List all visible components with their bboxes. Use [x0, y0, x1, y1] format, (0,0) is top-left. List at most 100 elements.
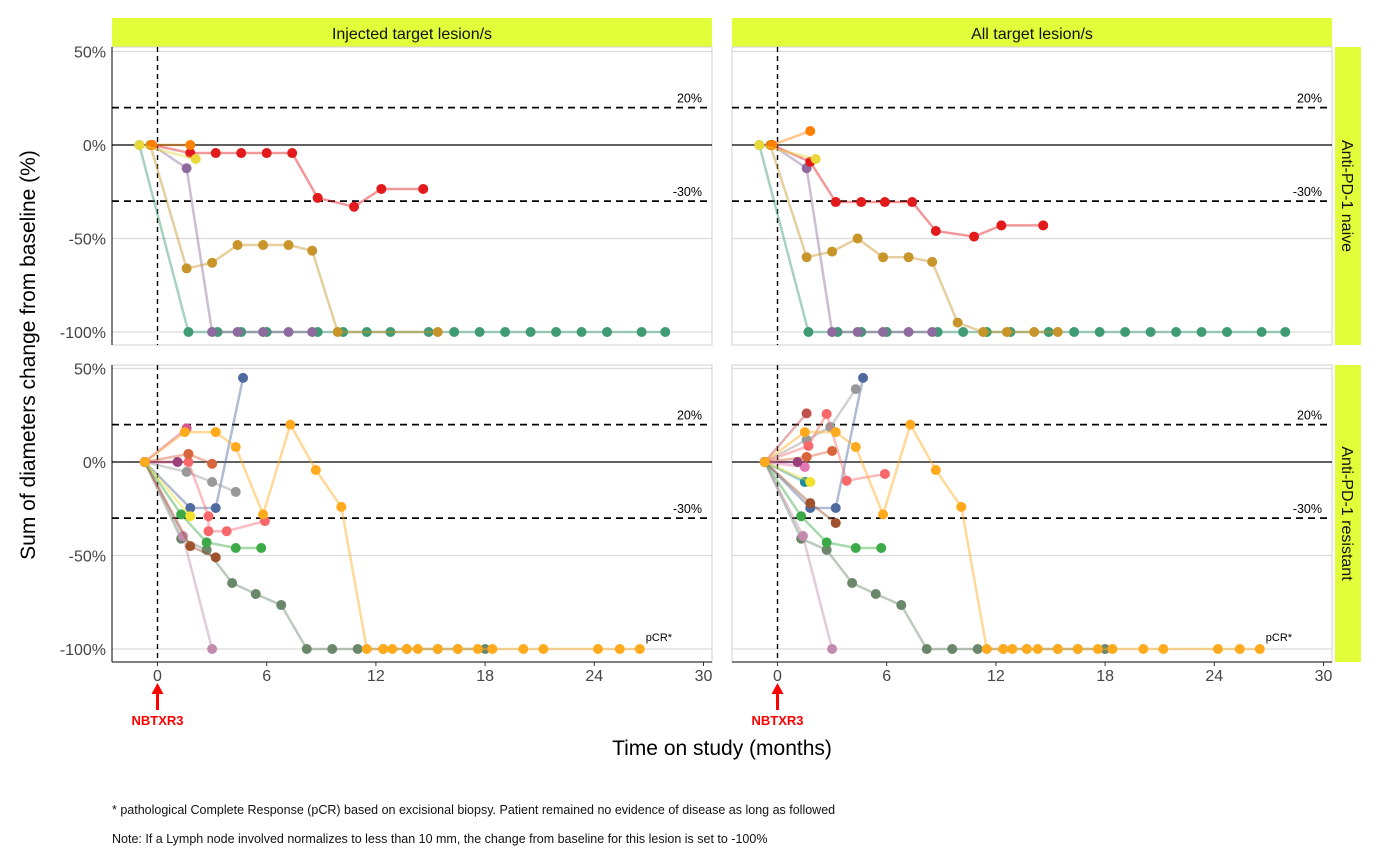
data-point — [1107, 644, 1118, 654]
data-point — [452, 644, 463, 654]
row-strip-label: Anti-PD-1 resistant — [1338, 446, 1355, 581]
data-point — [1145, 327, 1156, 337]
data-point — [1029, 327, 1040, 337]
pcr-annotation: pCR* — [646, 632, 673, 644]
data-point — [283, 240, 294, 251]
data-point — [1158, 644, 1169, 654]
data-point — [423, 327, 434, 337]
data-point — [352, 644, 363, 654]
series-line — [144, 421, 640, 651]
data-point — [879, 468, 890, 479]
y-tick-label: 50% — [74, 45, 106, 62]
data-point — [952, 317, 963, 328]
series-line — [764, 388, 857, 464]
y-tick-label: 0% — [83, 455, 106, 472]
x-tick-label: 18 — [476, 668, 494, 685]
data-point — [801, 451, 812, 462]
data-point — [201, 544, 212, 555]
data-point — [830, 197, 841, 208]
data-point — [803, 327, 814, 337]
data-point — [336, 501, 347, 512]
data-point — [276, 600, 287, 611]
data-point — [185, 140, 196, 150]
x-tick-label: 30 — [1315, 668, 1333, 685]
data-point — [285, 419, 296, 430]
footnote-pcr: * pathological Complete Response (pCR) b… — [112, 803, 836, 817]
data-point — [287, 148, 298, 159]
column-strip — [112, 18, 712, 47]
reference-line-label: -30% — [673, 502, 702, 516]
panel-background — [731, 46, 1333, 346]
series-line — [143, 461, 486, 651]
data-point — [870, 589, 881, 600]
reference-line-label: 20% — [677, 92, 702, 106]
data-point — [181, 163, 192, 174]
data-point — [283, 327, 294, 337]
data-point — [432, 644, 443, 654]
x-tick-label: 18 — [1096, 668, 1114, 685]
data-point — [210, 552, 221, 563]
treatment-arrow-head — [151, 683, 164, 694]
data-point — [307, 327, 318, 337]
y-tick-label: -50% — [69, 232, 106, 249]
data-point — [978, 327, 989, 337]
data-point — [805, 498, 816, 509]
data-point — [1138, 644, 1149, 654]
data-point — [190, 154, 201, 165]
data-point — [307, 245, 318, 256]
series-line — [758, 143, 817, 161]
data-point — [1043, 327, 1054, 337]
data-point — [969, 231, 980, 242]
data-point — [636, 327, 647, 337]
data-point — [850, 543, 861, 554]
data-point — [134, 140, 145, 150]
data-point — [827, 445, 838, 456]
data-point — [930, 226, 941, 237]
data-point — [803, 440, 814, 451]
reference-line-label: -30% — [1293, 502, 1322, 516]
x-tick-label: 0 — [153, 668, 162, 685]
data-point — [767, 140, 778, 150]
data-point — [981, 644, 992, 654]
data-point — [996, 220, 1007, 231]
data-point — [1094, 327, 1105, 337]
data-point — [801, 252, 812, 263]
data-point — [1234, 644, 1245, 654]
data-point — [250, 589, 261, 600]
data-point — [185, 511, 196, 522]
data-point — [927, 256, 938, 267]
data-point — [903, 252, 914, 263]
data-point — [449, 327, 460, 337]
data-point — [850, 384, 861, 395]
data-point — [1069, 327, 1080, 337]
series — [134, 140, 201, 165]
series — [139, 457, 267, 554]
data-point — [998, 644, 1009, 654]
y-tick-label: 0% — [83, 138, 106, 155]
treatment-label: NBTXR3 — [131, 713, 183, 728]
data-point — [312, 192, 323, 203]
data-point — [830, 503, 841, 514]
data-point — [207, 477, 218, 488]
x-axis-title: Time on study (months) — [612, 737, 832, 760]
series-line — [144, 460, 237, 494]
series-line — [771, 143, 1044, 238]
data-point — [827, 246, 838, 257]
series — [767, 140, 1049, 242]
data-point — [418, 183, 429, 194]
series-line — [771, 129, 811, 147]
data-point — [1196, 327, 1207, 337]
data-point — [821, 408, 832, 419]
data-point — [852, 327, 863, 337]
data-point — [799, 462, 810, 473]
data-point — [349, 201, 360, 212]
series — [147, 140, 318, 337]
data-point — [310, 465, 321, 476]
data-point — [256, 543, 267, 554]
data-point — [830, 517, 841, 528]
data-point — [258, 327, 269, 337]
data-point — [207, 257, 218, 268]
data-point — [376, 183, 387, 194]
